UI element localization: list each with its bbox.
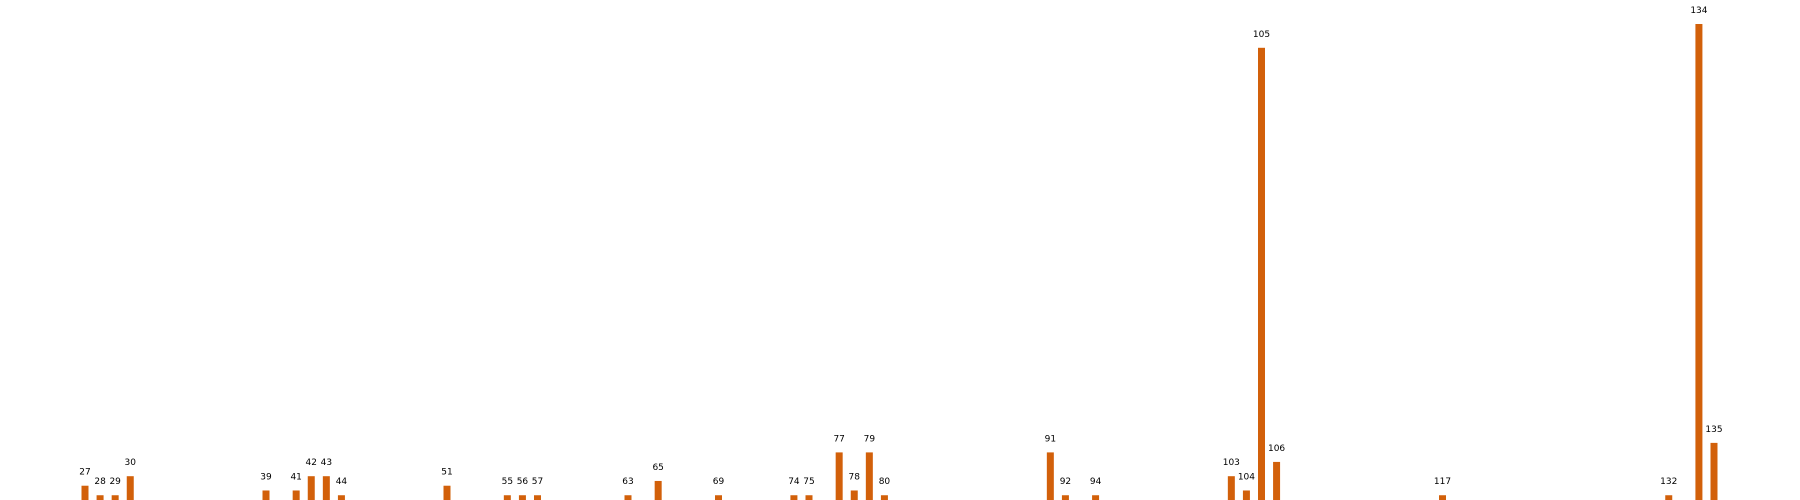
bar-78 <box>850 490 858 500</box>
bar-label-group: 27 28 29 30 39 41 42 43 44 51 55 56 57 63 65 69 74 75 77 78… <box>79 6 1722 487</box>
bar-label-28: 28 <box>94 477 106 487</box>
bar-57 <box>534 495 541 500</box>
bar-75 <box>805 495 813 500</box>
bar-label-74: 74 <box>788 477 800 487</box>
bar-label-91: 91 <box>1045 434 1056 444</box>
bar-label-77: 77 <box>833 434 844 444</box>
bar-label-117: 117 <box>1434 477 1451 487</box>
bar-label-79: 79 <box>864 434 876 444</box>
bar-69 <box>715 495 722 500</box>
bar-label-51: 51 <box>441 468 452 478</box>
bar-label-78: 78 <box>849 472 861 482</box>
bar-29 <box>111 495 119 500</box>
bar-79 <box>865 452 873 500</box>
bar-label-57: 57 <box>532 477 543 487</box>
bar-label-27: 27 <box>79 468 90 478</box>
bar-135 <box>1710 442 1718 500</box>
bar-label-134: 134 <box>1690 6 1707 16</box>
bar-103 <box>1227 476 1235 500</box>
bar-65 <box>654 480 662 500</box>
bar-28 <box>96 495 104 500</box>
bar-43 <box>322 476 330 500</box>
bar-label-69: 69 <box>713 477 725 487</box>
bar-80 <box>880 495 888 500</box>
bar-104 <box>1242 490 1250 500</box>
bar-series <box>81 24 1718 500</box>
bar-label-80: 80 <box>879 477 891 487</box>
bar-label-42: 42 <box>306 458 317 468</box>
bar-42 <box>307 476 315 500</box>
bar-106 <box>1273 461 1281 500</box>
bar-27 <box>81 485 89 500</box>
bar-117 <box>1439 495 1446 500</box>
bar-30 <box>126 476 134 500</box>
bar-74 <box>790 495 798 500</box>
bar-label-92: 92 <box>1060 477 1071 487</box>
bar-label-39: 39 <box>260 472 272 482</box>
bar-51 <box>443 485 451 500</box>
bar-label-43: 43 <box>321 458 332 468</box>
bar-77 <box>835 452 843 500</box>
bar-56 <box>518 495 526 500</box>
bar-label-29: 29 <box>109 477 121 487</box>
bar-91 <box>1046 452 1054 500</box>
bar-63 <box>624 495 632 500</box>
bar-label-94: 94 <box>1090 477 1102 487</box>
bar-92 <box>1061 495 1069 500</box>
bar-41 <box>292 490 300 500</box>
bar-label-41: 41 <box>290 472 301 482</box>
bar-label-104: 104 <box>1238 472 1255 482</box>
bar-label-30: 30 <box>125 458 137 468</box>
bar-label-65: 65 <box>652 463 663 473</box>
bar-39 <box>262 490 270 500</box>
bar-label-56: 56 <box>517 477 529 487</box>
bar-44 <box>337 495 345 500</box>
bar-label-106: 106 <box>1268 444 1285 454</box>
bar-105 <box>1258 47 1265 500</box>
bar-label-63: 63 <box>622 477 633 487</box>
bar-label-75: 75 <box>803 477 814 487</box>
bar-label-103: 103 <box>1223 458 1240 468</box>
bar-94 <box>1092 495 1100 500</box>
bar-label-135: 135 <box>1705 425 1722 435</box>
bar-label-132: 132 <box>1660 477 1677 487</box>
bar-label-44: 44 <box>336 477 348 487</box>
bar-label-105: 105 <box>1253 30 1270 40</box>
bar-label-55: 55 <box>502 477 513 487</box>
bar-134 <box>1695 24 1703 500</box>
bar-132 <box>1665 495 1673 500</box>
bar-55 <box>503 495 511 500</box>
